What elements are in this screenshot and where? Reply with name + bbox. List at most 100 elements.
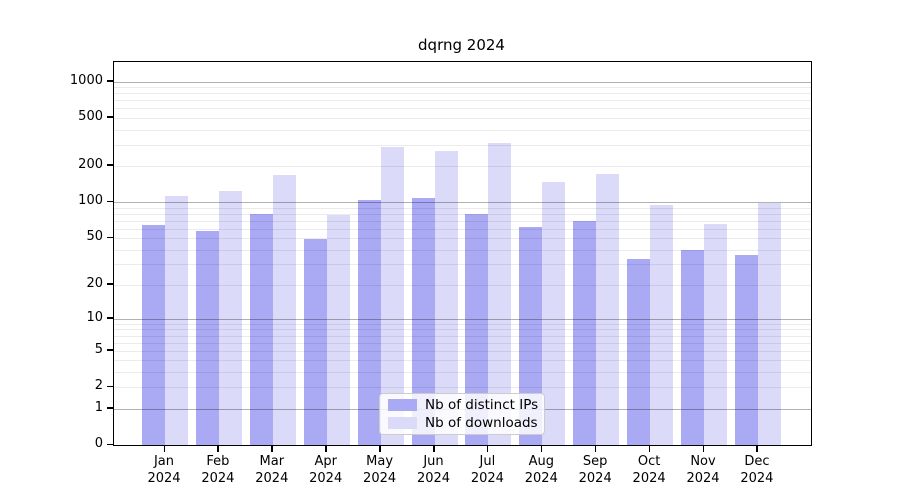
y-tick-mark-100 <box>107 200 113 203</box>
bar-distinct-ips-feb <box>195 231 219 445</box>
y-tick-label-500: 500 <box>78 108 103 124</box>
y-tick-mark-20 <box>107 283 113 285</box>
x-tick-mark-may <box>379 445 381 452</box>
gridline-40 <box>114 249 811 251</box>
gridline-600 <box>114 108 811 110</box>
y-tick-mark-500 <box>107 116 113 118</box>
legend-entry-downloads: Nb of downloads <box>388 414 538 432</box>
gridline-1000 <box>114 81 811 83</box>
bar-downloads-dec <box>757 202 781 445</box>
y-tick-label-100: 100 <box>78 193 103 209</box>
y-tick-mark-5 <box>107 349 113 351</box>
gridline-7 <box>114 335 811 337</box>
y-tick-mark-10 <box>107 317 113 319</box>
x-tick-mark-nov <box>702 445 704 452</box>
bar-distinct-ips-mar <box>249 213 273 445</box>
x-tick-label-may: May 2024 <box>363 454 397 486</box>
gridline-2 <box>114 387 811 389</box>
bar-distinct-ips-jul <box>465 213 489 445</box>
x-tick-label-mar: Mar 2024 <box>255 454 289 486</box>
gridline-800 <box>114 93 811 95</box>
gridline-8 <box>114 329 811 331</box>
bar-distinct-ips-nov <box>681 249 704 445</box>
x-tick-label-sep: Sep 2024 <box>578 454 612 486</box>
y-tick-mark-2 <box>107 385 113 388</box>
x-tick-mark-feb <box>217 445 219 452</box>
bar-downloads-jul <box>488 143 512 445</box>
gridline-20 <box>114 284 811 286</box>
y-tick-label-10: 10 <box>86 309 103 325</box>
x-tick-label-jun: Jun 2024 <box>416 454 451 486</box>
bar-downloads-mar <box>272 175 296 445</box>
gridline-60 <box>114 228 811 230</box>
x-tick-label-aug: Aug 2024 <box>524 454 558 486</box>
gridline-90 <box>114 207 811 209</box>
legend: Nb of distinct IPs Nb of downloads <box>379 393 545 435</box>
gridline-80 <box>114 213 811 215</box>
bar-distinct-ips-oct <box>627 259 651 445</box>
gridline-10 <box>114 318 811 320</box>
x-tick-mark-aug <box>540 445 543 452</box>
bar-downloads-nov <box>704 223 727 445</box>
x-tick-mark-sep <box>594 445 597 452</box>
bar-downloads-apr <box>326 215 350 445</box>
gridline-3 <box>114 372 811 374</box>
x-tick-label-jan: Jan 2024 <box>147 454 181 486</box>
y-tick-label-1: 1 <box>94 399 103 415</box>
gridline-9 <box>114 323 811 325</box>
x-tick-mark-mar <box>271 445 273 452</box>
gridline-400 <box>114 129 811 131</box>
y-tick-mark-200 <box>107 164 113 166</box>
bar-downloads-jan <box>165 196 188 445</box>
bar-distinct-ips-apr <box>303 239 327 445</box>
gridline-100 <box>114 202 811 204</box>
y-tick-label-5: 5 <box>94 341 103 357</box>
bar-downloads-aug <box>542 182 566 445</box>
bar-distinct-ips-sep <box>573 220 597 445</box>
gridline-6 <box>114 342 811 344</box>
y-tick-mark-1 <box>107 407 113 409</box>
gridline-70 <box>114 220 811 222</box>
x-tick-mark-jul <box>486 445 489 452</box>
gridline-700 <box>114 100 811 102</box>
y-tick-label-0: 0 <box>94 436 103 451</box>
x-tick-label-jul: Jul 2024 <box>470 454 504 486</box>
chart-title: dqrng 2024 <box>418 36 505 54</box>
y-tick-label-20: 20 <box>86 275 103 291</box>
x-tick-mark-jan <box>163 445 165 452</box>
gridline-4 <box>114 360 811 362</box>
bar-downloads-feb <box>218 190 242 445</box>
plot-area <box>113 61 812 446</box>
x-tick-mark-jun <box>433 445 435 452</box>
y-tick-mark-50 <box>107 236 113 239</box>
x-tick-mark-dec <box>756 445 758 452</box>
y-tick-mark-0 <box>107 443 113 445</box>
legend-entry-distinct-ips: Nb of distinct IPs <box>388 396 539 414</box>
x-tick-label-oct: Oct 2024 <box>632 454 666 486</box>
legend-label-distinct-ips: Nb of distinct IPs <box>425 396 539 413</box>
y-tick-label-200: 200 <box>78 156 103 172</box>
gridline-200 <box>114 165 811 167</box>
x-tick-mark-apr <box>325 445 327 452</box>
x-tick-label-dec: Dec 2024 <box>740 454 774 486</box>
bar-distinct-ips-may <box>357 200 381 445</box>
gridline-5 <box>114 350 811 352</box>
bar-distinct-ips-aug <box>519 227 543 445</box>
x-tick-mark-oct <box>648 445 651 452</box>
gridline-300 <box>114 144 811 146</box>
legend-swatch-downloads <box>388 417 417 430</box>
bar-downloads-sep <box>596 174 620 445</box>
x-tick-label-apr: Apr 2024 <box>309 454 343 486</box>
bar-downloads-oct <box>650 204 674 445</box>
y-tick-label-2: 2 <box>94 378 103 394</box>
bar-distinct-ips-jan <box>142 225 165 445</box>
gridline-900 <box>114 87 811 89</box>
bar-downloads-may <box>380 147 404 445</box>
bar-distinct-ips-jun <box>411 198 435 445</box>
x-tick-label-nov: Nov 2024 <box>686 454 720 486</box>
y-tick-mark-1000 <box>107 80 113 82</box>
y-tick-label-50: 50 <box>86 229 103 245</box>
x-tick-label-feb: Feb 2024 <box>201 454 235 486</box>
gridline-500 <box>114 117 811 119</box>
bar-downloads-jun <box>434 151 458 445</box>
